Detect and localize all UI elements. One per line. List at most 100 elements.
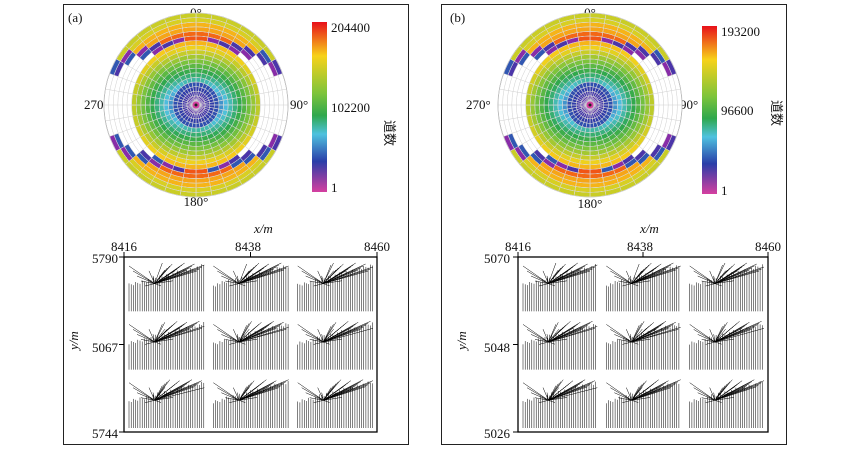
panel-a-layout-cell — [128, 262, 205, 312]
panel-b-polar-spoke — [510, 104, 591, 152]
panel-b-ylabel: y/m — [454, 331, 469, 352]
panel-a-layout-cell — [297, 262, 374, 312]
panel-b-polar-spoke — [503, 73, 591, 106]
panel-a-polar-spoke — [195, 104, 276, 152]
panel-b-xtick-8460: 8460 — [755, 239, 781, 254]
panel-a-colorbar-label: 道数 — [382, 120, 397, 146]
panel-a-polar-cell — [227, 98, 233, 106]
panel-a-polar-spoke — [195, 73, 283, 106]
panel-b-polar-spoke — [503, 104, 591, 137]
panel-b-colorbar-min: 1 — [721, 183, 728, 198]
panel-a-polar-spoke — [179, 14, 197, 106]
panel-a-polar-spoke — [116, 104, 197, 152]
panel-b-polar-cell — [583, 68, 591, 74]
panel-a-colorbar-min: 1 — [331, 180, 338, 195]
panel-a-polar-spoke — [149, 25, 197, 106]
panel-a-polar-spoke — [195, 104, 243, 185]
panel-b-polar-spoke — [519, 104, 591, 165]
panel-a-xtick-8460: 8460 — [364, 239, 390, 254]
panel-a-polar-cell — [195, 68, 203, 74]
panel-a-ylabel: y/m — [66, 331, 81, 352]
panel-b-polar-center-dot — [588, 103, 592, 107]
panel-b-polar-spoke — [589, 104, 681, 122]
panel-b-polar-spoke — [589, 104, 670, 152]
panel-a-polar-spoke — [179, 104, 197, 196]
panel-a-polar-spoke — [195, 104, 283, 137]
panel-b-polar-cell — [583, 136, 591, 142]
panel-a-layout-cell — [213, 262, 289, 312]
panel-b-polar-spoke — [589, 14, 607, 106]
panel-b-angle-180: 180° — [578, 196, 603, 211]
panel-a-polar-spoke — [195, 88, 287, 106]
panel-a-polar-spoke — [109, 104, 197, 137]
panel-a-polar-spoke — [164, 18, 197, 106]
panel-a-polar-spoke — [195, 104, 213, 196]
panel-a-ytick-top: 5790 — [92, 251, 118, 266]
panel-b-polar-spoke — [589, 58, 670, 106]
panel-b-layout-cell — [606, 321, 681, 370]
panel-b-angle-90: 90° — [680, 97, 698, 112]
panel-b-polar-spoke — [543, 25, 591, 106]
panel-b-colorbar-max: 193200 — [721, 24, 760, 39]
panel-b-layout-cell — [606, 379, 681, 428]
panel-b-angle-270: 270° — [466, 97, 491, 112]
panel-a-angle-0: 0° — [190, 5, 202, 20]
panel-b-layout-cell — [689, 262, 765, 312]
panel-a-xtick-8438: 8438 — [235, 239, 261, 254]
panel-b-polar-spoke — [589, 25, 637, 106]
panel-b-polar-spoke — [589, 45, 661, 106]
panel-a-colorbar-mid: 102200 — [331, 100, 370, 115]
panel-a-polar-spoke — [125, 45, 197, 106]
panel-a-polar-spoke — [195, 34, 256, 106]
panel-b-layout-cell — [606, 262, 681, 312]
panel-b-polar-spoke — [573, 14, 591, 106]
panel-a-colorbar-max: 204400 — [331, 20, 370, 35]
panel-a-ytick-bottom: 5744 — [92, 426, 119, 441]
panel-b-polar-spoke — [589, 104, 677, 137]
panel-a-polar-spoke — [116, 58, 197, 106]
panel-b-polar-spoke — [530, 34, 591, 106]
panel-a-polar-spoke — [195, 14, 213, 106]
panel-b-polar-spoke — [589, 18, 622, 106]
panel-a-polar-spoke — [136, 34, 197, 106]
panel-a-layout-cell — [297, 321, 374, 370]
panel-a-colorbar — [312, 22, 327, 192]
panel-a-polar-spoke — [105, 88, 197, 106]
panel-b-layout-cell — [522, 379, 598, 428]
panel-a-polar-center-dot — [194, 103, 198, 107]
panel-a-polar-spoke — [195, 45, 267, 106]
panel-b-ytick-top: 5070 — [484, 251, 510, 266]
panel-a-angle-180: 180° — [184, 194, 209, 209]
panel-b-polar-spoke — [530, 104, 591, 176]
panel-b-polar-spoke — [499, 88, 591, 106]
panel-a-label: (a) — [68, 10, 82, 25]
panel-a-polar-cell — [227, 104, 233, 112]
panel-b-colorbar-label: 道数 — [769, 100, 784, 126]
panel-a-xtick-8416: 8416 — [111, 239, 138, 254]
panel-a-xlabel: x/m — [253, 221, 273, 236]
panel-b-xtick-8416: 8416 — [505, 239, 532, 254]
panel-b-plots — [497, 12, 769, 433]
panel-a-polar-spoke — [136, 104, 197, 176]
panel-b-layout-cell — [522, 262, 598, 312]
panel-b-layout-cell — [689, 321, 765, 370]
panel-b-polar-spoke — [589, 88, 681, 106]
panel-b-polar-spoke — [499, 104, 591, 122]
panel-b-polar-spoke — [510, 58, 591, 106]
panel-a-polar-spoke — [195, 104, 256, 176]
panel-a-polar-spoke — [149, 104, 197, 185]
panel-b-polar-spoke — [589, 34, 650, 106]
panel-b-polar-cell — [553, 104, 559, 112]
panel-b-polar-spoke — [573, 104, 591, 196]
panel-b-polar-cell — [553, 98, 559, 106]
panel-a-layout-cell — [297, 379, 374, 428]
panel-b-layout-frame — [517, 256, 769, 433]
panel-b-polar-spoke — [589, 104, 650, 176]
panel-b-polar-spoke — [558, 18, 591, 106]
panel-b-polar-cell — [589, 68, 597, 74]
panel-a-plots — [103, 12, 378, 433]
panel-a-angle-270: 270° — [84, 97, 109, 112]
panel-b-polar-spoke — [589, 73, 677, 106]
panel-b-ytick-bottom: 5026 — [484, 426, 511, 441]
